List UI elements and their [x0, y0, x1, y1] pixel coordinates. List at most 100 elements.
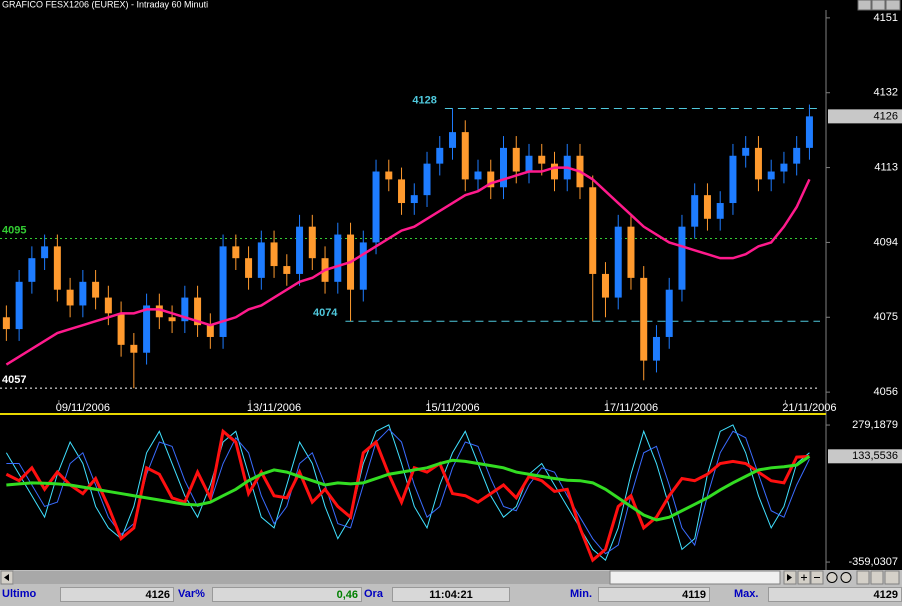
- plus-icon: [801, 574, 807, 581]
- candle-body: [423, 163, 431, 196]
- moving-average: [5, 166, 811, 366]
- candle-body: [436, 147, 444, 164]
- x-tick-label: 15/11/2006: [425, 402, 479, 414]
- candle-body: [53, 246, 61, 290]
- candle-body: [28, 258, 36, 282]
- candle-body: [703, 195, 711, 219]
- candle-body: [780, 163, 788, 172]
- arrow-icon: [4, 574, 9, 581]
- field-label: Var%: [178, 588, 205, 600]
- candle-body: [742, 147, 750, 156]
- candle-body: [117, 313, 125, 345]
- close-button[interactable]: [885, 0, 901, 11]
- candle-body: [194, 297, 202, 326]
- grid-toggle[interactable]: [856, 570, 870, 585]
- zoom-fit[interactable]: [840, 572, 852, 583]
- print[interactable]: [870, 570, 884, 585]
- scroll-track: [14, 571, 610, 584]
- field-value: 4126: [60, 587, 174, 602]
- candle-body: [793, 147, 801, 164]
- y-tick-label: 4075: [874, 311, 898, 323]
- candle-body: [754, 147, 762, 180]
- candle-body: [2, 317, 10, 330]
- candle-body: [589, 187, 597, 274]
- candle-body: [232, 246, 240, 259]
- field-label: Ora: [364, 588, 383, 600]
- candle-body: [627, 226, 635, 278]
- candle-body: [691, 195, 699, 227]
- y-tick-label: 4132: [874, 87, 898, 99]
- candle-body: [500, 147, 508, 188]
- candle-body: [92, 281, 100, 298]
- candle-body: [640, 277, 648, 361]
- candle-body: [385, 171, 393, 180]
- y-tick-label: 4094: [874, 236, 898, 248]
- candle-body: [245, 258, 253, 278]
- status-bar: Ultimo 4126 Var% 0,46 Ora 11:04:21 Min. 4119 Max…: [0, 585, 902, 606]
- candle-body: [168, 317, 176, 322]
- candle-body: [270, 242, 278, 267]
- level-label: 4074: [313, 307, 338, 319]
- candle-body: [219, 246, 227, 337]
- candle-body: [66, 289, 74, 306]
- y-tick-label: 4113: [874, 161, 898, 173]
- level-label: 4128: [412, 94, 436, 106]
- field-label: Max.: [734, 588, 759, 600]
- candle-body: [206, 325, 214, 337]
- candle-body: [550, 163, 558, 180]
- candle-body: [296, 226, 304, 274]
- candle-body: [15, 281, 23, 330]
- candle-body: [678, 226, 686, 290]
- candle-body: [181, 297, 189, 322]
- chart-area: GRAFICO FESX1206 (EUREX) - Intraday 60 M…: [0, 0, 902, 585]
- candle-body: [155, 305, 163, 318]
- candle-body: [601, 273, 609, 298]
- candle-body: [359, 242, 367, 290]
- candle-body: [372, 171, 380, 243]
- candle-body: [538, 155, 546, 164]
- last-value-box: [828, 449, 902, 464]
- candle-body: [461, 132, 469, 180]
- candle-body: [805, 116, 813, 148]
- window-title: GRAFICO FESX1206 (EUREX) - Intraday 60 M…: [2, 0, 208, 9]
- candle-body: [652, 336, 660, 361]
- candle-body: [334, 234, 342, 282]
- candle-body: [143, 305, 151, 353]
- field-label: Ultimo: [2, 588, 37, 600]
- y-tick-label: 279,1879: [852, 419, 898, 431]
- maximize-button[interactable]: [871, 0, 886, 11]
- candle-body: [283, 266, 291, 274]
- arrow-icon: [787, 574, 792, 581]
- y-tick-label: 4151: [874, 12, 898, 24]
- candle-body: [104, 297, 112, 314]
- x-tick-label: 21/11/2006: [782, 402, 836, 414]
- minimize-button[interactable]: [857, 0, 872, 11]
- candle-body: [449, 132, 457, 148]
- level-label: 4057: [2, 374, 26, 386]
- x-tick-label: 09/11/2006: [56, 402, 110, 414]
- settings[interactable]: [884, 570, 900, 585]
- candle-body: [308, 226, 316, 259]
- y-tick-label: 4056: [874, 386, 898, 398]
- field-value: 4119: [598, 587, 710, 602]
- last-value-box: [828, 109, 902, 124]
- candle-body: [767, 171, 775, 180]
- field-value: 4129: [768, 587, 902, 602]
- last-value-label: 4126: [874, 110, 898, 122]
- field-label: Min.: [570, 588, 592, 600]
- candle-body: [487, 171, 495, 188]
- candle-body: [525, 155, 533, 172]
- last-value-label: 133,5536: [852, 450, 898, 462]
- candle-body: [474, 171, 482, 180]
- candle-body: [79, 281, 87, 306]
- candle-body: [614, 226, 622, 298]
- scroll-thumb[interactable]: [609, 570, 781, 585]
- candle-body: [257, 242, 265, 278]
- zoom-reset[interactable]: [826, 572, 838, 583]
- candle-body: [130, 344, 138, 353]
- candle-body: [512, 147, 520, 172]
- y-tick-label: -359,0307: [848, 556, 898, 568]
- candle-body: [665, 289, 673, 337]
- candle-body: [41, 246, 49, 259]
